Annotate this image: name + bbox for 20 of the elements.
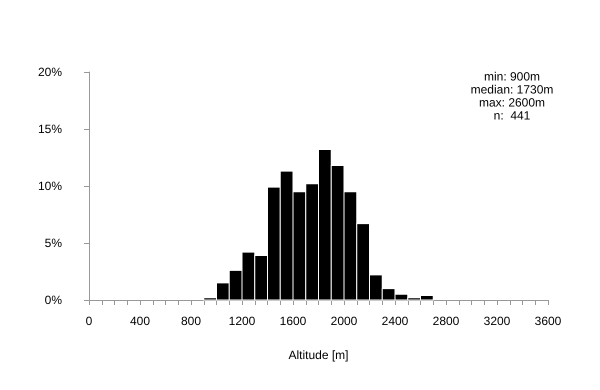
annotation: min: 900m	[484, 70, 540, 84]
x-tick-label: 3200	[484, 314, 511, 328]
annotation: median: 1730m	[470, 82, 554, 96]
x-tick-label: 0	[86, 314, 93, 328]
x-tick-label: 400	[130, 314, 150, 328]
annotation: n: 441	[494, 108, 531, 122]
x-tick-label: 3600	[534, 314, 562, 328]
y-tick-label: 15%	[38, 122, 62, 136]
x-tick-label: 1200	[228, 314, 256, 328]
y-tick-label: 20%	[38, 65, 62, 79]
x-tick-label: 2800	[432, 314, 460, 328]
x-tick-label: 1600	[280, 314, 307, 328]
x-axis-title: Altitude [m]	[288, 348, 349, 362]
y-tick-label: 0%	[44, 293, 62, 307]
x-tick-label: 2000	[330, 314, 358, 328]
x-tick-label: 2400	[382, 314, 409, 328]
x-tick-label: 800	[180, 314, 202, 328]
annotation: max: 2600m	[478, 96, 546, 110]
y-tick-label: 10%	[38, 179, 62, 193]
y-tick-label: 5%	[44, 236, 62, 250]
